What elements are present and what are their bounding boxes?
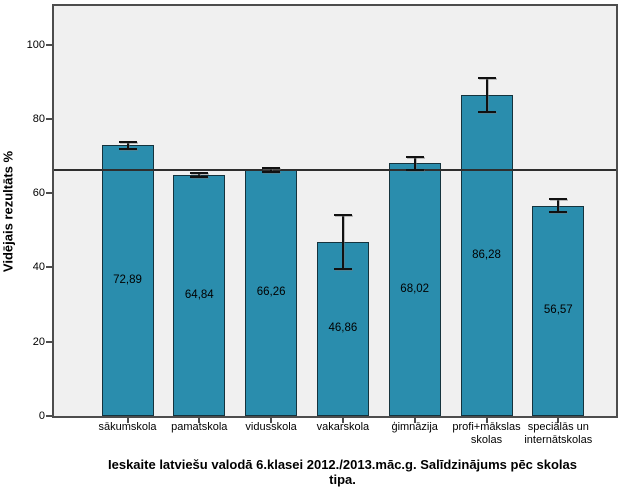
x-axis-category-label-line: profi+mākslas [452, 421, 521, 433]
x-axis-category-label-line: ģimnāzija [391, 421, 438, 433]
x-axis-tick [341, 418, 344, 423]
x-axis-category-label-line: vidusskola [245, 421, 297, 433]
bar [532, 205, 585, 416]
error-bar-cap-top [262, 167, 281, 170]
y-axis-tick-label: 20 [32, 335, 45, 348]
x-axis-category-label-line: internātskolas [524, 434, 593, 446]
bar-value-label: 56,57 [543, 303, 573, 316]
x-axis-tick [557, 418, 560, 423]
x-axis-category-label-line: pamatskola [171, 421, 228, 433]
chart-caption-line-1: Ieskaite latviešu valodā 6.klasei 2012./… [108, 457, 577, 472]
bar-value-label: 64,84 [184, 288, 214, 301]
reference-line [54, 169, 616, 172]
error-bar-cap-top [190, 172, 209, 175]
error-bar-line [270, 168, 273, 172]
error-bar-cap-top [118, 140, 137, 143]
x-axis-category-label: vidusskola [216, 421, 326, 434]
x-axis-category-label: pamatskola [144, 421, 254, 434]
bar-value-label: 66,26 [256, 285, 286, 298]
error-bar-cap-bottom [118, 147, 137, 150]
error-bar-cap-top [405, 155, 424, 158]
error-bar-cap-bottom [549, 210, 568, 213]
error-bar-cap-top [549, 198, 568, 201]
y-axis-tick [46, 415, 52, 417]
chart-caption: Ieskaite latviešu valodā 6.klasei 2012./… [60, 457, 625, 487]
bar [460, 95, 513, 416]
error-bar-cap-bottom [262, 170, 281, 173]
error-bar-line [485, 78, 488, 113]
x-axis-tick [485, 418, 488, 423]
x-axis-category-label: speciālās un internātskolas [503, 421, 613, 447]
error-bar-cap-top [333, 213, 352, 216]
x-axis-category-label-line: vakarskola [316, 421, 370, 433]
x-axis-category-label-line: skolas [470, 434, 503, 446]
y-axis-tick-label: 0 [38, 410, 45, 422]
error-bar-line [413, 156, 416, 171]
y-axis-tick [46, 192, 52, 195]
error-bar-cap-top [477, 77, 496, 80]
error-bar-line [198, 173, 201, 178]
error-bar-line [126, 141, 129, 149]
x-axis-category-label-line: speciālās un [527, 421, 589, 433]
chart-caption-line-2: tipa. [329, 472, 356, 487]
bar [101, 145, 154, 416]
x-axis-category-label-line: sākumskola [98, 421, 157, 433]
bar-value-label: 72,89 [113, 273, 142, 286]
y-axis-tick-label: 100 [26, 38, 45, 51]
error-bar-cap-bottom [333, 267, 352, 270]
error-bar-line [341, 214, 344, 269]
error-bar-cap-bottom [477, 111, 496, 114]
x-axis-tick [413, 418, 416, 423]
bar [316, 241, 369, 416]
x-axis-category-label: vakarskola [288, 421, 398, 434]
y-axis-tick [46, 266, 52, 269]
y-axis-tick [46, 340, 52, 343]
plot-area: 72,89 64,84 66,26 46,86 68,02 86,28 56,57 [52, 4, 618, 418]
error-bar-cap-bottom [190, 176, 209, 179]
bar-value-label: 68,02 [400, 282, 430, 295]
x-axis-tick [270, 418, 273, 423]
x-axis-category-label: ģimnāzija [360, 421, 470, 434]
x-axis-tick [198, 418, 201, 423]
bar-value-label: 46,86 [328, 321, 358, 334]
bar [173, 175, 226, 416]
x-axis-category-label: sākumskola [73, 421, 183, 434]
y-axis-tick [46, 117, 52, 120]
x-axis-category-label: profi+mākslas skolas [432, 421, 542, 447]
y-axis-tick-label: 40 [32, 261, 45, 274]
bar [388, 163, 441, 416]
error-bar-cap-bottom [405, 169, 424, 172]
y-axis-tick [46, 43, 52, 46]
y-axis-tick-label: 80 [32, 112, 45, 125]
bar-value-label: 86,28 [472, 248, 501, 261]
x-axis-tick [126, 418, 129, 423]
error-bar-line [557, 199, 560, 212]
y-axis-tick-label: 60 [32, 187, 45, 200]
y-axis-title: Vidējais rezultāts % [0, 150, 16, 273]
